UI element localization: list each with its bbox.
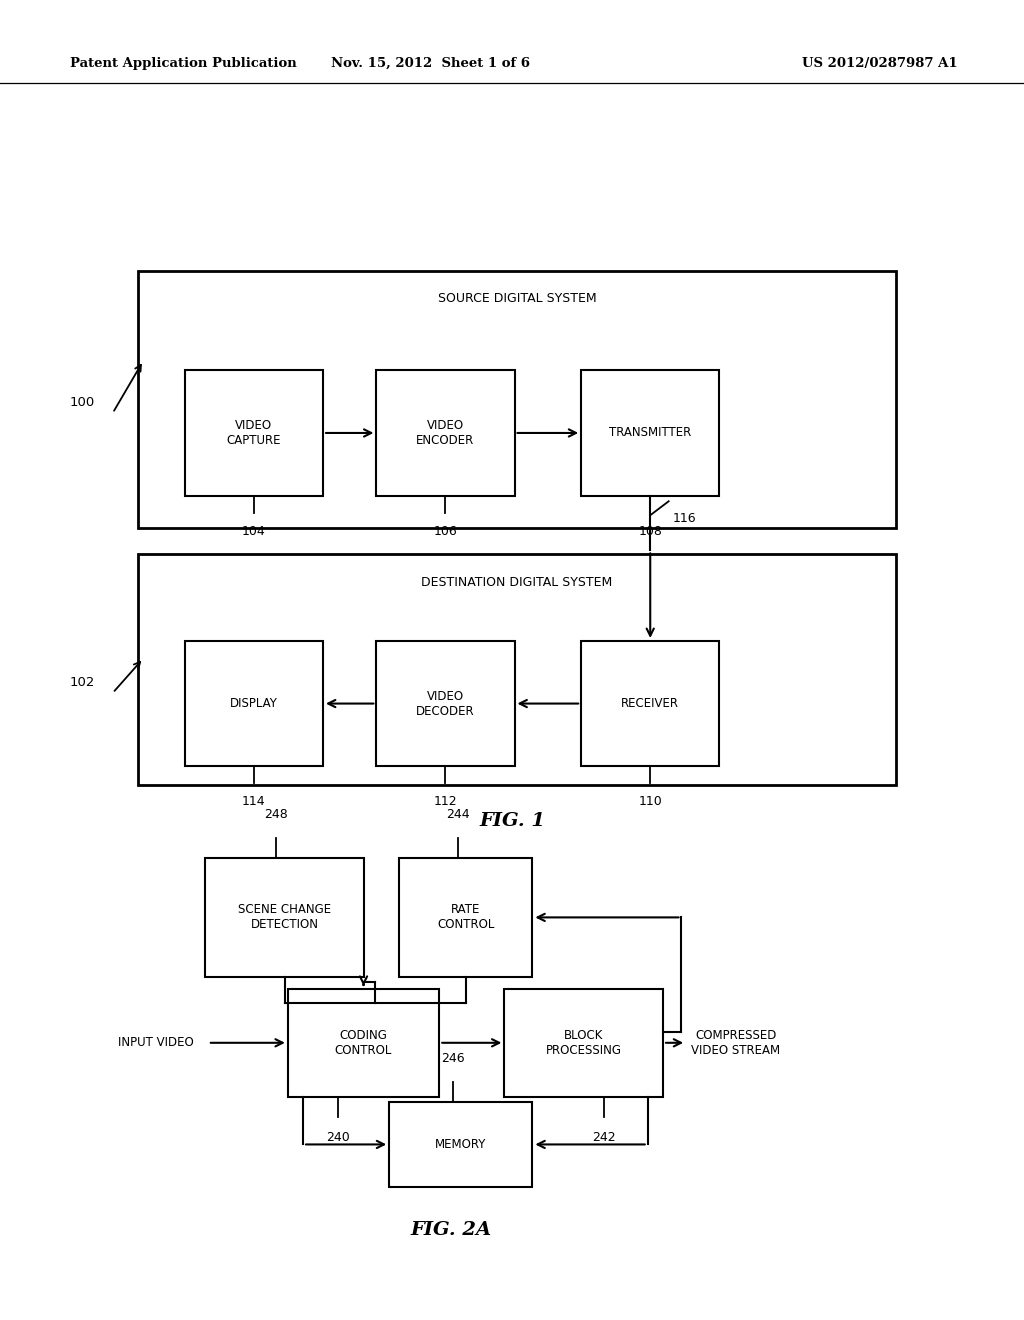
Bar (205, 858, 365, 977)
Text: US 2012/0287987 A1: US 2012/0287987 A1 (802, 57, 957, 70)
Text: 110: 110 (638, 795, 663, 808)
Text: Nov. 15, 2012  Sheet 1 of 6: Nov. 15, 2012 Sheet 1 of 6 (331, 57, 529, 70)
Text: 100: 100 (70, 396, 95, 409)
Text: CODING
CONTROL: CODING CONTROL (335, 1028, 392, 1057)
Text: 116: 116 (673, 512, 696, 525)
Text: MEMORY: MEMORY (435, 1138, 486, 1151)
Text: SOURCE DIGITAL SYSTEM: SOURCE DIGITAL SYSTEM (438, 292, 596, 305)
Text: RATE
CONTROL: RATE CONTROL (437, 903, 495, 932)
Text: SCENE CHANGE
DETECTION: SCENE CHANGE DETECTION (239, 903, 331, 932)
Text: VIDEO
CAPTURE: VIDEO CAPTURE (226, 418, 282, 447)
Text: VIDEO
DECODER: VIDEO DECODER (416, 689, 475, 718)
Bar (138, 271, 896, 528)
Bar (582, 640, 719, 766)
Bar (377, 370, 514, 495)
Text: Patent Application Publication: Patent Application Publication (70, 57, 296, 70)
Text: 242: 242 (592, 1131, 616, 1144)
Bar (184, 640, 324, 766)
Text: DISPLAY: DISPLAY (230, 697, 278, 710)
Text: FIG. 2A: FIG. 2A (410, 1221, 492, 1239)
Text: COMPRESSED
VIDEO STREAM: COMPRESSED VIDEO STREAM (691, 1028, 780, 1057)
Bar (184, 370, 324, 495)
Text: 112: 112 (433, 795, 458, 808)
Text: VIDEO
ENCODER: VIDEO ENCODER (417, 418, 474, 447)
Text: 240: 240 (326, 1131, 350, 1144)
Text: 114: 114 (242, 795, 266, 808)
Text: 104: 104 (242, 524, 266, 537)
Text: 108: 108 (638, 524, 663, 537)
Text: 244: 244 (445, 808, 470, 821)
Text: 248: 248 (264, 808, 289, 821)
Bar (504, 989, 664, 1097)
Text: 106: 106 (433, 524, 458, 537)
Bar (288, 989, 439, 1097)
Bar (389, 1101, 532, 1188)
Bar (377, 640, 514, 766)
Text: RECEIVER: RECEIVER (622, 697, 679, 710)
Bar (582, 370, 719, 495)
Text: DESTINATION DIGITAL SYSTEM: DESTINATION DIGITAL SYSTEM (422, 576, 612, 589)
Text: 246: 246 (440, 1052, 465, 1064)
Text: BLOCK
PROCESSING: BLOCK PROCESSING (546, 1028, 622, 1057)
Text: TRANSMITTER: TRANSMITTER (609, 426, 691, 440)
Bar (138, 554, 896, 785)
Bar (399, 858, 532, 977)
Text: INPUT VIDEO: INPUT VIDEO (118, 1036, 194, 1049)
Text: 102: 102 (70, 676, 95, 689)
Text: FIG. 1: FIG. 1 (479, 812, 545, 830)
